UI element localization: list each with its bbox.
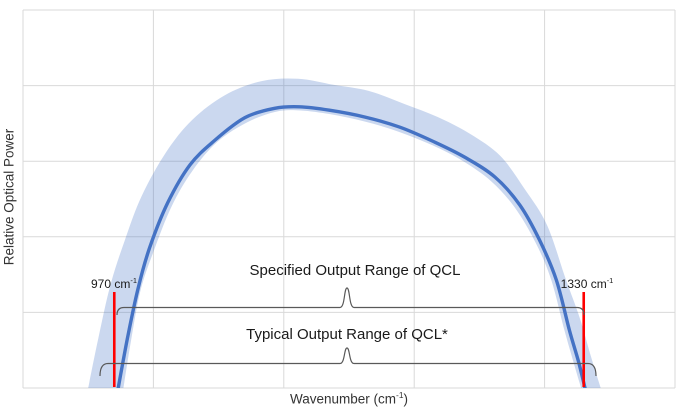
optical-power-curve [116,104,587,388]
marker-label-1330: 1330 cm-1 [561,276,614,291]
marker-label-1330-superscript: -1 [606,276,614,285]
x-axis-title-text: Wavenumber (cm [290,391,397,407]
specified-range-label: Specified Output Range of QCL [249,262,461,279]
x-axis-title-superscript: -1 [396,390,404,400]
specified-range-bracket [116,287,585,316]
y-axis-title: Relative Optical Power [1,128,17,266]
typical-range-label: Typical Output Range of QCL* [246,326,448,343]
marker-label-970-superscript: -1 [130,276,137,285]
gridlines [22,9,676,389]
marker-label-970-text: 970 cm [91,277,131,291]
wavenumber-marker-lines [112,292,586,387]
x-axis-title-close: ) [403,391,408,407]
x-axis-title: Wavenumber (cm-1) [290,390,408,407]
marker-label-970: 970 cm-1 [91,276,137,291]
marker-label-1330-text: 1330 cm [560,277,607,291]
typical-range-bracket [99,347,597,377]
tolerance-band-area [88,78,601,388]
